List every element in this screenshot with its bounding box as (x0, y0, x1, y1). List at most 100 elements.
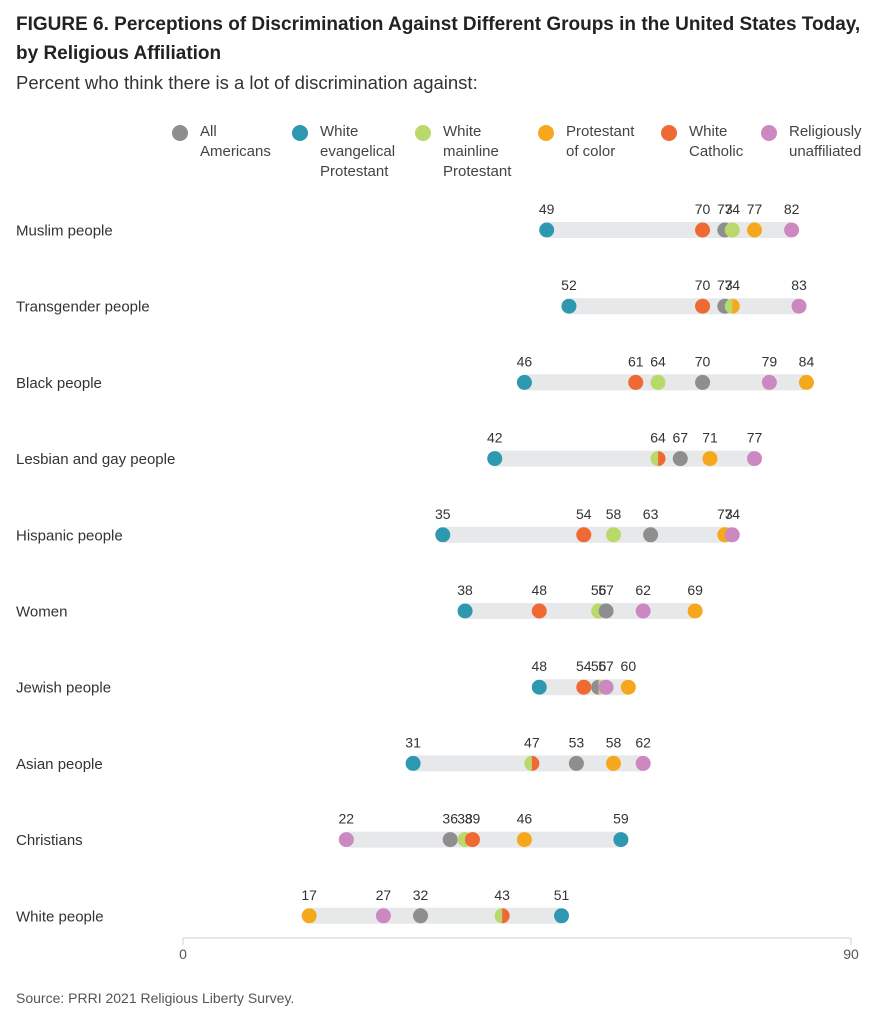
data-point (442, 832, 458, 848)
data-point (598, 679, 614, 695)
data-point (724, 298, 733, 314)
legend-label: All Americans (200, 122, 271, 162)
legend-label-line: Protestant (566, 123, 635, 140)
legend-swatch (292, 125, 308, 141)
legend-label: White mainline Protestant (443, 122, 511, 182)
value-label: 60 (621, 658, 637, 674)
data-point (516, 374, 532, 390)
data-point (375, 908, 391, 924)
value-label: 59 (613, 811, 629, 827)
category-label: Hispanic people (16, 527, 123, 544)
category-label: Women (16, 604, 67, 621)
data-point (687, 603, 703, 619)
data-point (591, 679, 599, 695)
data-point (724, 222, 740, 238)
value-label: 83 (791, 277, 807, 293)
value-label: 38 (457, 582, 473, 598)
value-label: 73 (717, 506, 733, 522)
data-point (576, 679, 592, 695)
value-label: 39 (465, 811, 481, 827)
category-label: Christians (16, 832, 83, 849)
data-point (761, 374, 777, 390)
data-point (301, 908, 317, 924)
legend-label-line: Protestant (443, 163, 512, 180)
value-label: 63 (643, 506, 659, 522)
category-label: Muslim people (16, 223, 113, 240)
value-label: 35 (435, 506, 451, 522)
value-label: 48 (531, 582, 547, 598)
data-point (338, 832, 354, 848)
legend-swatch (415, 125, 431, 141)
data-point (635, 603, 651, 619)
legend-label-line: mainline (443, 143, 499, 160)
data-point (487, 451, 503, 467)
data-point (695, 222, 711, 238)
data-point (702, 451, 718, 467)
data-point (435, 527, 451, 543)
data-point (554, 908, 570, 924)
data-point (464, 832, 480, 848)
value-label: 27 (376, 887, 392, 903)
range-bar (465, 603, 696, 619)
data-point (658, 451, 666, 467)
category-label: Black people (16, 375, 102, 392)
data-point (413, 908, 429, 924)
value-label: 74 (724, 201, 740, 217)
legend-label: Religiously unaffiliated (789, 122, 862, 162)
data-point (628, 374, 644, 390)
range-bar (494, 450, 755, 467)
legend-swatch (761, 125, 777, 141)
category-label: Transgender people (16, 299, 150, 316)
value-label: 31 (405, 734, 421, 750)
value-label: 54 (576, 658, 592, 674)
data-point (405, 755, 421, 771)
value-label: 79 (762, 353, 778, 369)
value-label: 77 (747, 201, 763, 217)
data-point (539, 222, 555, 238)
value-label: 36 (442, 811, 458, 827)
data-point (605, 527, 621, 543)
value-label: 38 (457, 811, 473, 827)
value-label: 56 (591, 582, 607, 598)
data-point (568, 755, 584, 771)
data-point (457, 603, 473, 619)
legend-label: White Catholic (689, 122, 743, 162)
legend-label-line: evangelical (320, 143, 396, 160)
x-tick-label: 90 (843, 946, 859, 962)
value-label: 58 (606, 506, 622, 522)
value-label: 64 (650, 353, 666, 369)
value-label: 51 (554, 887, 570, 903)
data-point (576, 527, 592, 543)
value-label: 62 (635, 734, 651, 750)
legend-label-line: unaffiliated (789, 143, 862, 160)
legend-label: White evangelical Protestant (320, 122, 395, 182)
value-label: 42 (487, 430, 503, 446)
data-point (724, 527, 740, 543)
value-label: 71 (702, 430, 718, 446)
data-point (613, 832, 629, 848)
value-label: 56 (591, 658, 607, 674)
data-point (650, 451, 659, 467)
data-point (695, 298, 711, 314)
category-label: Jewish people (16, 680, 111, 697)
value-label: 46 (517, 811, 533, 827)
data-point (531, 679, 547, 695)
data-point (531, 603, 547, 619)
value-label: 48 (531, 658, 547, 674)
value-label: 73 (717, 277, 733, 293)
value-label: 22 (338, 811, 354, 827)
chart-title: FIGURE 6. Perceptions of Discrimination … (16, 14, 861, 64)
value-label: 43 (494, 887, 510, 903)
chart-subtitle: Percent who think there is a lot of disc… (16, 72, 478, 93)
value-label: 74 (724, 506, 740, 522)
value-label: 54 (576, 506, 592, 522)
legend-label: Protestant of color (566, 122, 634, 162)
value-label: 70 (695, 277, 711, 293)
data-point (605, 755, 621, 771)
legend-swatch (172, 125, 188, 141)
legend: All Americans White evangelical Protestant Wh… (172, 122, 877, 182)
legend-label-line: of color (566, 143, 616, 160)
value-label: 77 (747, 430, 763, 446)
data-point (791, 298, 807, 314)
